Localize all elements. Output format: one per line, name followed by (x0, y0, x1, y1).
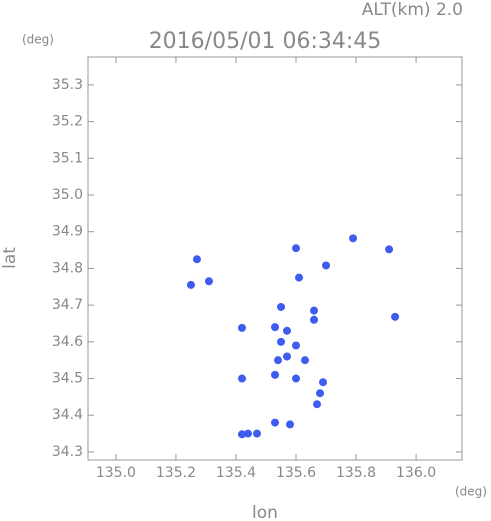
x-axis-label: lon (252, 503, 278, 521)
echo-point (237, 374, 246, 383)
y-tick-label: 35.3 (52, 77, 83, 93)
y-tick-label: 34.3 (52, 444, 83, 460)
echo-point (283, 326, 292, 335)
echo-point (286, 420, 295, 429)
plot-frame (87, 56, 463, 461)
y-tick-label: 35.2 (52, 114, 83, 130)
echo-point (349, 234, 358, 243)
echo-point (310, 315, 319, 324)
echo-point (271, 323, 279, 332)
echo-point (295, 273, 304, 282)
echo-point (277, 302, 286, 311)
echo-point (292, 244, 301, 253)
echo-point (310, 306, 319, 315)
echo-point (192, 255, 201, 264)
echo-point (237, 323, 246, 332)
echo-point (243, 429, 252, 438)
x-tick-label: 135.2 (156, 465, 196, 481)
echo-point (271, 370, 279, 379)
echo-point (252, 429, 261, 438)
y-tick-label: 35.1 (52, 150, 83, 166)
x-tick-label: 135.6 (276, 465, 316, 481)
y-tick-label: 34.5 (52, 371, 83, 387)
echo-point (186, 280, 195, 289)
echo-point (292, 341, 301, 350)
x-tick-label: 135.4 (216, 465, 256, 481)
echo-point (204, 277, 213, 286)
echo-point (301, 356, 310, 365)
echo-point (237, 430, 246, 439)
echo-point (271, 418, 279, 427)
y-tick-label: 35.0 (52, 187, 83, 203)
chart-title: 2016/05/01 06:34:45 (149, 29, 382, 54)
y-tick-label: 34.6 (52, 334, 83, 350)
altitude-label: ALT(km) 2.0 (362, 0, 463, 20)
echo-point (313, 400, 322, 409)
echo-point (391, 312, 400, 321)
echo-point (283, 352, 292, 361)
echo-point (274, 356, 283, 365)
y-tick-label: 34.9 (52, 224, 83, 240)
echo-point (292, 374, 301, 383)
y-tick-label: 34.4 (52, 407, 83, 423)
y-tick-label: 34.8 (52, 260, 83, 276)
echo-point (322, 261, 331, 270)
x-tick-label: 136.0 (396, 465, 436, 481)
y-axis-label: lat (0, 247, 20, 269)
echo-point (316, 389, 325, 398)
y-unit: (deg) (22, 33, 54, 47)
x-tick-label: 135.8 (336, 465, 376, 481)
y-tick-label: 34.7 (52, 297, 83, 313)
echo-point (385, 245, 394, 254)
x-tick-label: 135.0 (96, 465, 136, 481)
echo-point (277, 337, 286, 346)
x-unit: (deg) (455, 485, 487, 499)
echo-point (319, 378, 328, 387)
